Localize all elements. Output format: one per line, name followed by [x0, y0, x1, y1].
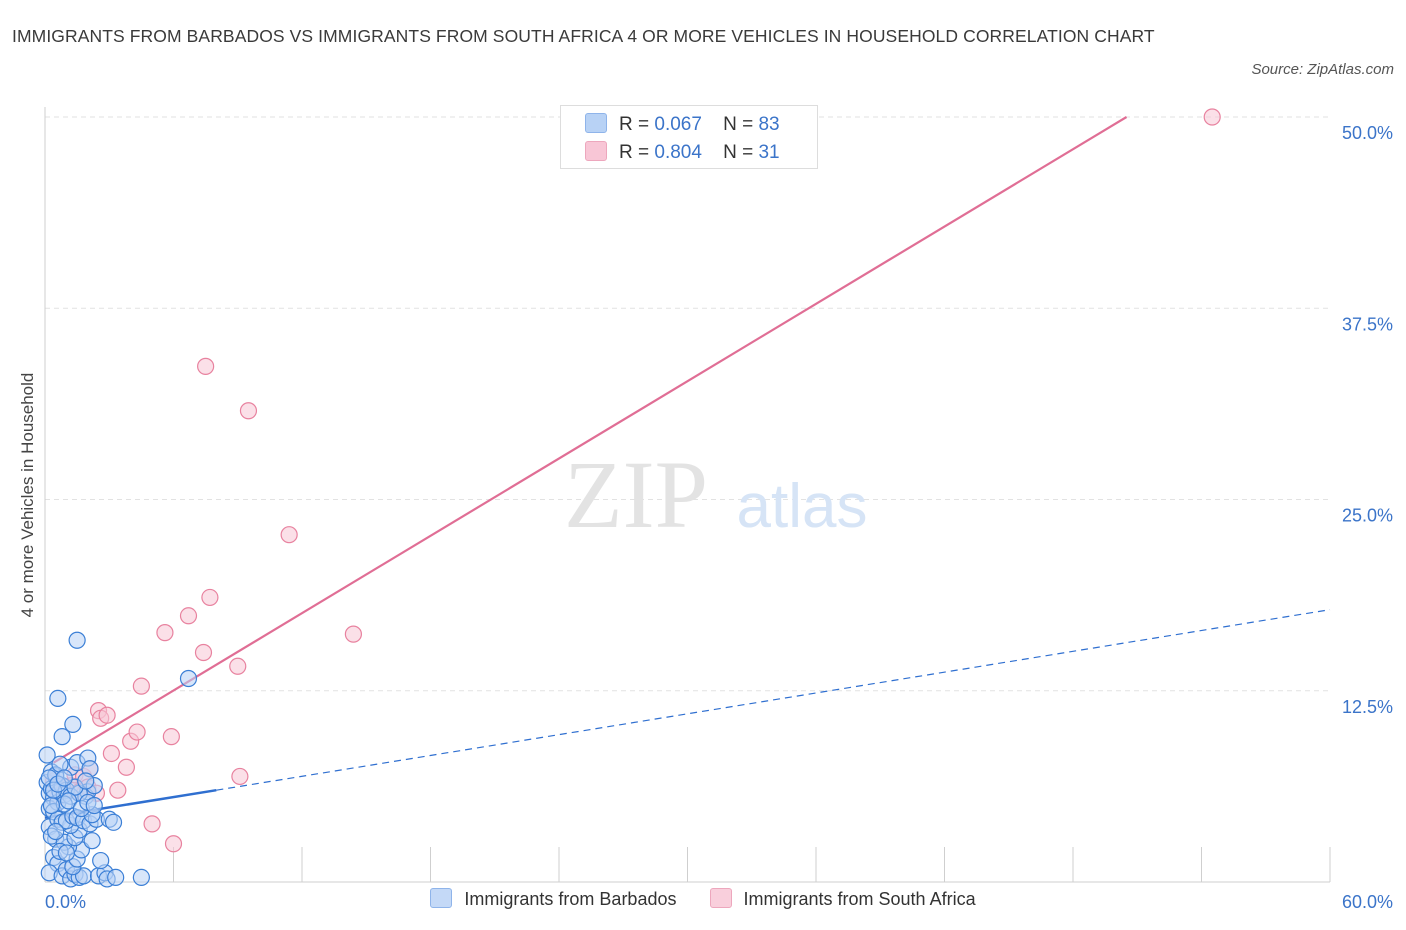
- legend-label-south-africa: Immigrants from South Africa: [743, 889, 976, 909]
- barbados-point: [77, 772, 95, 790]
- barbados-point: [92, 851, 110, 870]
- n-label: N =: [723, 142, 754, 163]
- y-tick-label: 37.5%: [1342, 314, 1393, 334]
- south-africa-point: [164, 835, 183, 853]
- barbados-point: [42, 796, 61, 815]
- barbados-points: [38, 631, 198, 888]
- y-tick-label: 12.5%: [1342, 697, 1393, 717]
- r-label: R =: [619, 142, 650, 163]
- r-value-south-africa: 0.804: [654, 142, 702, 163]
- n-value-south-africa: 31: [758, 142, 780, 163]
- x-tick-label: 60.0%: [1342, 892, 1393, 912]
- barbados-point: [179, 669, 198, 688]
- watermark-zip: ZIP: [564, 441, 708, 548]
- south-africa-point: [162, 728, 180, 746]
- south-africa-trend-line: [52, 116, 1128, 764]
- south-africa-point: [201, 588, 219, 607]
- south-africa-point: [344, 625, 362, 643]
- south-africa-point: [239, 402, 258, 420]
- south-africa-point: [179, 607, 198, 625]
- barbados-point: [47, 822, 65, 841]
- r-label: R =: [619, 114, 650, 135]
- watermark: ZIP atlas: [564, 441, 867, 548]
- legend-row-south-africa: R = 0.804 N = 31: [585, 141, 780, 165]
- legend-item-south-africa[interactable]: Immigrants from South Africa: [709, 888, 976, 910]
- south-africa-point: [102, 744, 120, 763]
- south-africa-swatch: [709, 888, 732, 908]
- south-africa-point: [280, 526, 298, 544]
- south-africa-point: [231, 767, 249, 786]
- barbados-point: [55, 769, 73, 787]
- barbados-point: [104, 813, 123, 831]
- barbados-point: [53, 728, 71, 746]
- south-africa-point: [98, 706, 116, 724]
- series-legend: Immigrants from Barbados Immigrants from…: [0, 888, 1406, 910]
- barbados-point: [107, 868, 125, 887]
- south-africa-point: [117, 758, 135, 776]
- south-africa-point: [229, 657, 247, 675]
- legend-label-barbados: Immigrants from Barbados: [464, 889, 677, 909]
- barbados-point: [57, 844, 76, 862]
- south-africa-swatch: [585, 141, 607, 161]
- r-value-barbados: 0.067: [654, 114, 702, 135]
- south-africa-point: [197, 357, 215, 375]
- barbados-point: [132, 868, 150, 887]
- legend-item-barbados[interactable]: Immigrants from Barbados: [430, 888, 676, 910]
- y-tick-label: 50.0%: [1342, 123, 1393, 143]
- barbados-swatch: [585, 113, 607, 133]
- watermark-atlas: atlas: [737, 472, 868, 541]
- y-tick-label: 25.0%: [1342, 506, 1393, 526]
- barbados-swatch: [430, 888, 453, 908]
- barbados-point: [83, 832, 101, 850]
- legend-row-barbados: R = 0.067 N = 83: [585, 113, 780, 137]
- south-africa-point: [128, 723, 146, 741]
- south-africa-point: [132, 677, 150, 695]
- grid-lines: [45, 116, 1330, 692]
- barbados-point: [49, 689, 67, 708]
- south-africa-point: [194, 643, 213, 662]
- tick-labels: 12.5% 25.0% 37.5% 50.0% 0.0% 60.0%: [45, 123, 1393, 912]
- south-africa-point: [143, 815, 161, 833]
- n-value-barbados: 83: [758, 114, 780, 135]
- barbados-point: [85, 796, 103, 815]
- source-label: Source: ZipAtlas.com: [1251, 61, 1394, 78]
- chart-title: IMMIGRANTS FROM BARBADOS VS IMMIGRANTS F…: [12, 26, 1155, 46]
- south-africa-point: [109, 781, 127, 799]
- barbados-point: [38, 746, 56, 764]
- x-tick-label: 0.0%: [45, 892, 86, 912]
- south-africa-point: [1203, 108, 1221, 126]
- n-label: N =: [723, 114, 754, 135]
- barbados-point: [68, 631, 86, 649]
- barbados-point: [59, 792, 78, 810]
- south-africa-point: [156, 624, 174, 642]
- barbados-trend-extension: [216, 609, 1331, 791]
- barbados-point: [64, 715, 82, 734]
- stats-legend: R = 0.067 N = 83 R = 0.804 N = 31: [560, 105, 818, 169]
